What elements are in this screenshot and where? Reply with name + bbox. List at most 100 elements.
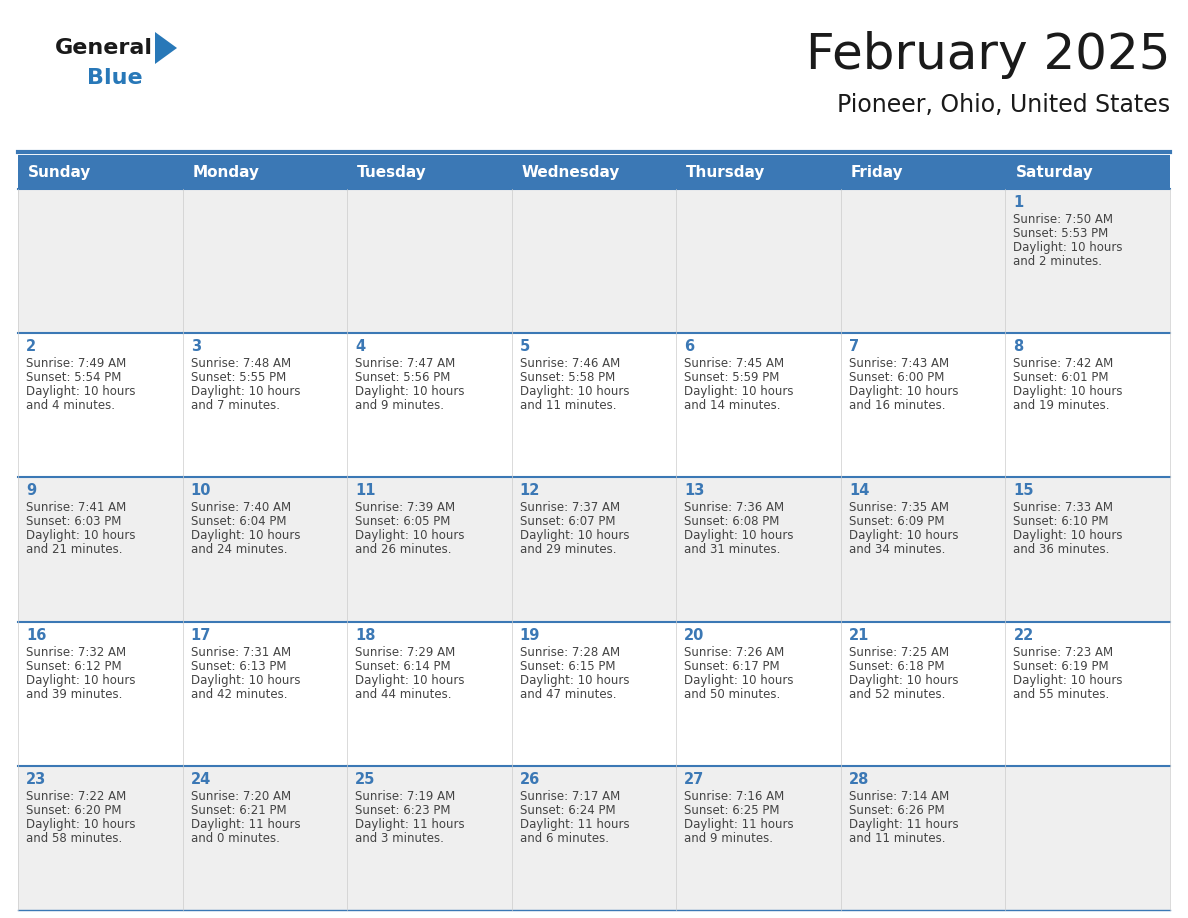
Text: Sunset: 6:07 PM: Sunset: 6:07 PM bbox=[519, 515, 615, 529]
Text: Daylight: 10 hours: Daylight: 10 hours bbox=[355, 386, 465, 398]
Text: Daylight: 11 hours: Daylight: 11 hours bbox=[849, 818, 959, 831]
Text: Sunrise: 7:39 AM: Sunrise: 7:39 AM bbox=[355, 501, 455, 514]
Text: and 39 minutes.: and 39 minutes. bbox=[26, 688, 122, 700]
Text: Sunrise: 7:14 AM: Sunrise: 7:14 AM bbox=[849, 789, 949, 803]
Text: Daylight: 10 hours: Daylight: 10 hours bbox=[519, 386, 630, 398]
Text: and 26 minutes.: and 26 minutes. bbox=[355, 543, 451, 556]
Text: and 29 minutes.: and 29 minutes. bbox=[519, 543, 617, 556]
Text: Sunrise: 7:42 AM: Sunrise: 7:42 AM bbox=[1013, 357, 1113, 370]
Text: Daylight: 10 hours: Daylight: 10 hours bbox=[849, 674, 959, 687]
Bar bbox=[18, 766, 183, 910]
Text: 6: 6 bbox=[684, 339, 695, 354]
Text: Sunset: 6:12 PM: Sunset: 6:12 PM bbox=[26, 660, 121, 673]
Bar bbox=[841, 333, 1005, 477]
Text: and 16 minutes.: and 16 minutes. bbox=[849, 399, 946, 412]
Text: and 9 minutes.: and 9 minutes. bbox=[684, 832, 773, 845]
Text: Blue: Blue bbox=[87, 68, 143, 88]
Text: and 58 minutes.: and 58 minutes. bbox=[26, 832, 122, 845]
Text: 9: 9 bbox=[26, 484, 36, 498]
Text: Sunrise: 7:33 AM: Sunrise: 7:33 AM bbox=[1013, 501, 1113, 514]
Text: February 2025: February 2025 bbox=[805, 31, 1170, 79]
Bar bbox=[841, 477, 1005, 621]
Text: 10: 10 bbox=[190, 484, 211, 498]
Text: Daylight: 10 hours: Daylight: 10 hours bbox=[190, 386, 301, 398]
Text: Sunrise: 7:47 AM: Sunrise: 7:47 AM bbox=[355, 357, 455, 370]
Text: and 21 minutes.: and 21 minutes. bbox=[26, 543, 122, 556]
Text: Sunset: 5:55 PM: Sunset: 5:55 PM bbox=[190, 371, 286, 385]
Text: and 6 minutes.: and 6 minutes. bbox=[519, 832, 608, 845]
Text: Tuesday: Tuesday bbox=[358, 164, 426, 180]
Text: Sunset: 6:09 PM: Sunset: 6:09 PM bbox=[849, 515, 944, 529]
Text: 18: 18 bbox=[355, 628, 375, 643]
Text: Daylight: 10 hours: Daylight: 10 hours bbox=[26, 818, 135, 831]
Text: Daylight: 10 hours: Daylight: 10 hours bbox=[26, 530, 135, 543]
Text: and 11 minutes.: and 11 minutes. bbox=[849, 832, 946, 845]
Text: Friday: Friday bbox=[851, 164, 904, 180]
Text: 11: 11 bbox=[355, 484, 375, 498]
Text: Sunset: 5:53 PM: Sunset: 5:53 PM bbox=[1013, 227, 1108, 240]
Bar bbox=[676, 621, 841, 766]
Text: 15: 15 bbox=[1013, 484, 1034, 498]
Text: Daylight: 11 hours: Daylight: 11 hours bbox=[684, 818, 794, 831]
Text: 1: 1 bbox=[1013, 195, 1024, 210]
Text: and 0 minutes.: and 0 minutes. bbox=[190, 832, 279, 845]
Text: 19: 19 bbox=[519, 628, 541, 643]
Text: Daylight: 10 hours: Daylight: 10 hours bbox=[684, 530, 794, 543]
Bar bbox=[512, 189, 676, 333]
Text: Sunset: 5:54 PM: Sunset: 5:54 PM bbox=[26, 371, 121, 385]
Bar bbox=[841, 189, 1005, 333]
Text: and 55 minutes.: and 55 minutes. bbox=[1013, 688, 1110, 700]
Text: Daylight: 10 hours: Daylight: 10 hours bbox=[849, 530, 959, 543]
Text: 21: 21 bbox=[849, 628, 870, 643]
Bar bbox=[841, 621, 1005, 766]
Text: and 7 minutes.: and 7 minutes. bbox=[190, 399, 279, 412]
Text: 24: 24 bbox=[190, 772, 210, 787]
Text: Sunrise: 7:26 AM: Sunrise: 7:26 AM bbox=[684, 645, 784, 658]
Bar bbox=[1005, 477, 1170, 621]
Text: Sunset: 6:03 PM: Sunset: 6:03 PM bbox=[26, 515, 121, 529]
Bar bbox=[347, 189, 512, 333]
Bar bbox=[512, 766, 676, 910]
Text: 13: 13 bbox=[684, 484, 704, 498]
Bar bbox=[18, 333, 183, 477]
Text: and 14 minutes.: and 14 minutes. bbox=[684, 399, 781, 412]
Text: Sunset: 6:19 PM: Sunset: 6:19 PM bbox=[1013, 660, 1110, 673]
Text: Sunset: 6:17 PM: Sunset: 6:17 PM bbox=[684, 660, 779, 673]
Text: Sunset: 6:08 PM: Sunset: 6:08 PM bbox=[684, 515, 779, 529]
Text: Sunset: 5:58 PM: Sunset: 5:58 PM bbox=[519, 371, 615, 385]
Text: Sunrise: 7:37 AM: Sunrise: 7:37 AM bbox=[519, 501, 620, 514]
Text: Daylight: 10 hours: Daylight: 10 hours bbox=[684, 674, 794, 687]
Polygon shape bbox=[154, 32, 177, 64]
Text: 2: 2 bbox=[26, 339, 36, 354]
Text: Sunrise: 7:31 AM: Sunrise: 7:31 AM bbox=[190, 645, 291, 658]
Text: Sunrise: 7:16 AM: Sunrise: 7:16 AM bbox=[684, 789, 784, 803]
Text: Sunrise: 7:23 AM: Sunrise: 7:23 AM bbox=[1013, 645, 1113, 658]
Text: Sunrise: 7:49 AM: Sunrise: 7:49 AM bbox=[26, 357, 126, 370]
Text: Pioneer, Ohio, United States: Pioneer, Ohio, United States bbox=[836, 93, 1170, 117]
Bar bbox=[676, 766, 841, 910]
Text: Monday: Monday bbox=[192, 164, 259, 180]
Text: 17: 17 bbox=[190, 628, 211, 643]
Text: 16: 16 bbox=[26, 628, 46, 643]
Text: Daylight: 10 hours: Daylight: 10 hours bbox=[26, 386, 135, 398]
Text: Daylight: 10 hours: Daylight: 10 hours bbox=[1013, 241, 1123, 254]
Text: Sunday: Sunday bbox=[29, 164, 91, 180]
Text: 26: 26 bbox=[519, 772, 541, 787]
Text: Sunrise: 7:45 AM: Sunrise: 7:45 AM bbox=[684, 357, 784, 370]
Text: Thursday: Thursday bbox=[687, 164, 765, 180]
Text: Daylight: 11 hours: Daylight: 11 hours bbox=[355, 818, 465, 831]
Text: 12: 12 bbox=[519, 484, 541, 498]
Text: Sunset: 6:14 PM: Sunset: 6:14 PM bbox=[355, 660, 450, 673]
Text: and 31 minutes.: and 31 minutes. bbox=[684, 543, 781, 556]
Text: Sunset: 6:25 PM: Sunset: 6:25 PM bbox=[684, 804, 779, 817]
Text: Sunrise: 7:41 AM: Sunrise: 7:41 AM bbox=[26, 501, 126, 514]
Text: 20: 20 bbox=[684, 628, 704, 643]
Text: Sunset: 6:01 PM: Sunset: 6:01 PM bbox=[1013, 371, 1108, 385]
Text: Sunrise: 7:50 AM: Sunrise: 7:50 AM bbox=[1013, 213, 1113, 226]
Text: Sunset: 6:04 PM: Sunset: 6:04 PM bbox=[190, 515, 286, 529]
Text: and 19 minutes.: and 19 minutes. bbox=[1013, 399, 1110, 412]
Text: 22: 22 bbox=[1013, 628, 1034, 643]
Bar bbox=[18, 621, 183, 766]
Bar bbox=[347, 766, 512, 910]
Bar bbox=[183, 189, 347, 333]
